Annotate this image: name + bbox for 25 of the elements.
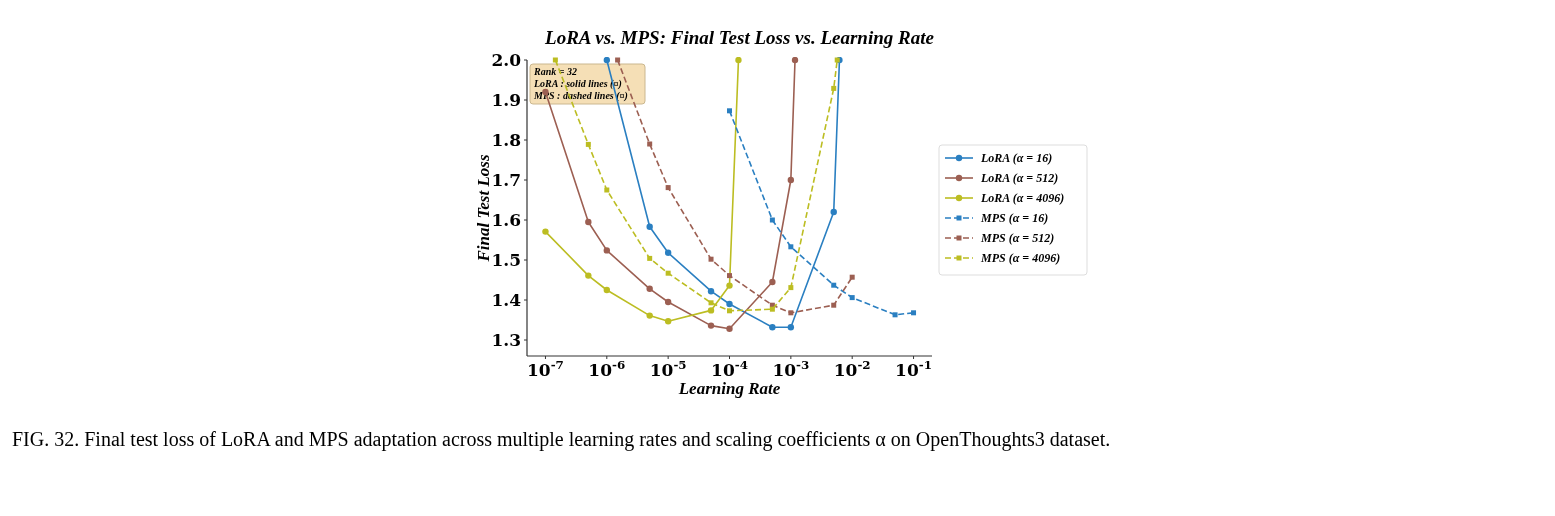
caption: FIG. 32. Final test loss of LoRA and MPS adaptation across multiple learning rates and scaling coefficients α on OpenThoughts3 dataset.	[12, 428, 1111, 451]
legend-label: LoRA (α = 512)	[980, 171, 1059, 186]
legend-label: LoRA (α = 16)	[980, 151, 1053, 166]
y-tick-label: 1.9	[491, 89, 521, 110]
x-tick-label: 10$^{-6}$	[588, 358, 626, 380]
y-axis-title: Final Test Loss	[474, 154, 493, 263]
chart-title: LoRA vs. MPS: Final Test Loss vs. Learning Rate	[544, 27, 935, 48]
legend-label: MPS (α = 16)	[980, 211, 1049, 226]
x-axis-title: Learning Rate	[677, 379, 781, 398]
x-tick-label: 10$^{-2}$	[833, 358, 871, 380]
x-tick-label: 10$^{-7}$	[527, 358, 564, 380]
x-tick-label: 10$^{-4}$	[711, 358, 748, 380]
x-tick-label: 10$^{-1}$	[895, 358, 932, 380]
x-tick-label: 10$^{-3}$	[772, 358, 810, 380]
legend-label: MPS (α = 512)	[980, 231, 1055, 246]
y-tick-label: 1.3	[491, 329, 521, 350]
x-tick-label: 10$^{-5}$	[649, 358, 687, 380]
legend-label: MPS (α = 4096)	[980, 251, 1061, 266]
y-tick-label: 1.6	[491, 209, 521, 230]
y-tick-label: 1.8	[491, 129, 521, 150]
y-tick-label: 1.5	[491, 249, 521, 270]
y-tick-label: 1.4	[491, 289, 522, 310]
legend-label: LoRA (α = 4096)	[980, 191, 1065, 206]
y-tick-label: 2.0	[491, 49, 522, 70]
y-tick-label: 1.7	[491, 169, 521, 190]
